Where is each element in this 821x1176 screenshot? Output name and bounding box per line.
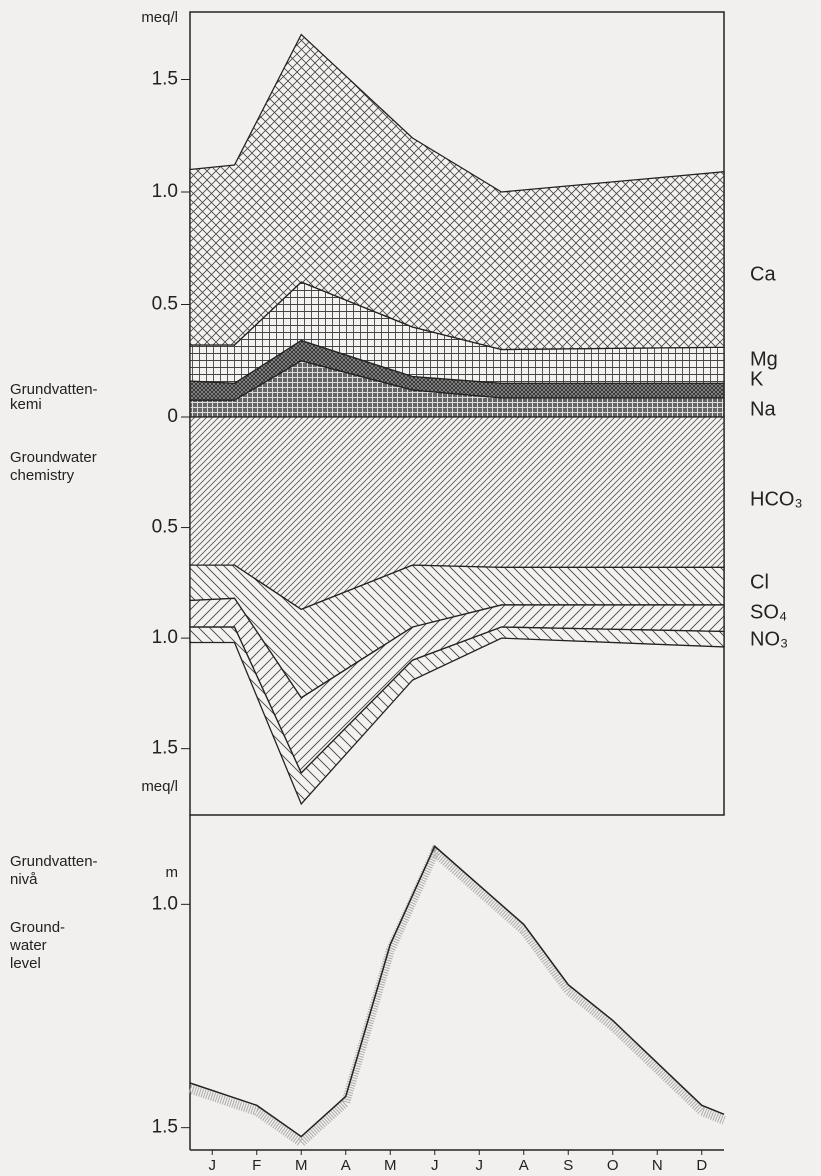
y-tick-label: 0.5 bbox=[152, 294, 178, 315]
series-label: SO₄ bbox=[750, 601, 787, 623]
side-label: Grundvatten- bbox=[10, 381, 98, 398]
y-tick-label: 1.5 bbox=[152, 69, 178, 90]
x-tick-label: M bbox=[384, 1157, 397, 1174]
series-label: K bbox=[750, 368, 764, 390]
x-tick-label: J bbox=[209, 1157, 217, 1174]
x-tick-label: A bbox=[519, 1157, 529, 1174]
side-label: Groundwater bbox=[10, 449, 97, 466]
x-tick-label: A bbox=[341, 1157, 351, 1174]
y-tick-label: 1.0 bbox=[152, 181, 178, 202]
side-label: chemistry bbox=[10, 467, 75, 484]
x-tick-label: O bbox=[607, 1157, 619, 1174]
side-label: Ground- bbox=[10, 919, 65, 936]
side-label: kemi bbox=[10, 396, 42, 413]
side-label: nivå bbox=[10, 871, 38, 888]
x-tick-label: M bbox=[295, 1157, 308, 1174]
x-tick-label: N bbox=[652, 1157, 663, 1174]
y-axis-label: m bbox=[166, 864, 179, 881]
x-tick-label: J bbox=[431, 1157, 439, 1174]
series-label: NO₃ bbox=[750, 628, 788, 650]
x-tick-label: J bbox=[476, 1157, 484, 1174]
x-tick-label: D bbox=[696, 1157, 707, 1174]
y-tick-label: 0.5 bbox=[152, 517, 178, 538]
series-label: Mg bbox=[750, 348, 778, 370]
area-segment bbox=[189, 626, 725, 806]
series-label: HCO₃ bbox=[750, 488, 803, 510]
series-label: Ca bbox=[750, 263, 776, 285]
y-axis-label: meq/l bbox=[141, 9, 178, 26]
series-label: Cl bbox=[750, 571, 769, 593]
line bbox=[189, 845, 725, 1138]
side-label: level bbox=[10, 955, 41, 972]
x-tick-label: F bbox=[252, 1157, 261, 1174]
side-label: water bbox=[9, 937, 47, 954]
series-label: Na bbox=[750, 398, 776, 420]
area-segment bbox=[189, 33, 725, 351]
y-tick-label: 1.0 bbox=[152, 893, 178, 914]
line-shade bbox=[188, 844, 726, 1149]
y-tick-label: 1.0 bbox=[152, 627, 178, 648]
y-tick-label: 1.5 bbox=[152, 1117, 178, 1138]
y-tick-label: 0 bbox=[167, 406, 178, 427]
x-tick-label: S bbox=[563, 1157, 573, 1174]
y-axis-label: meq/l bbox=[141, 778, 178, 795]
side-label: Grundvatten- bbox=[10, 853, 98, 870]
y-tick-label: 1.5 bbox=[152, 738, 178, 759]
